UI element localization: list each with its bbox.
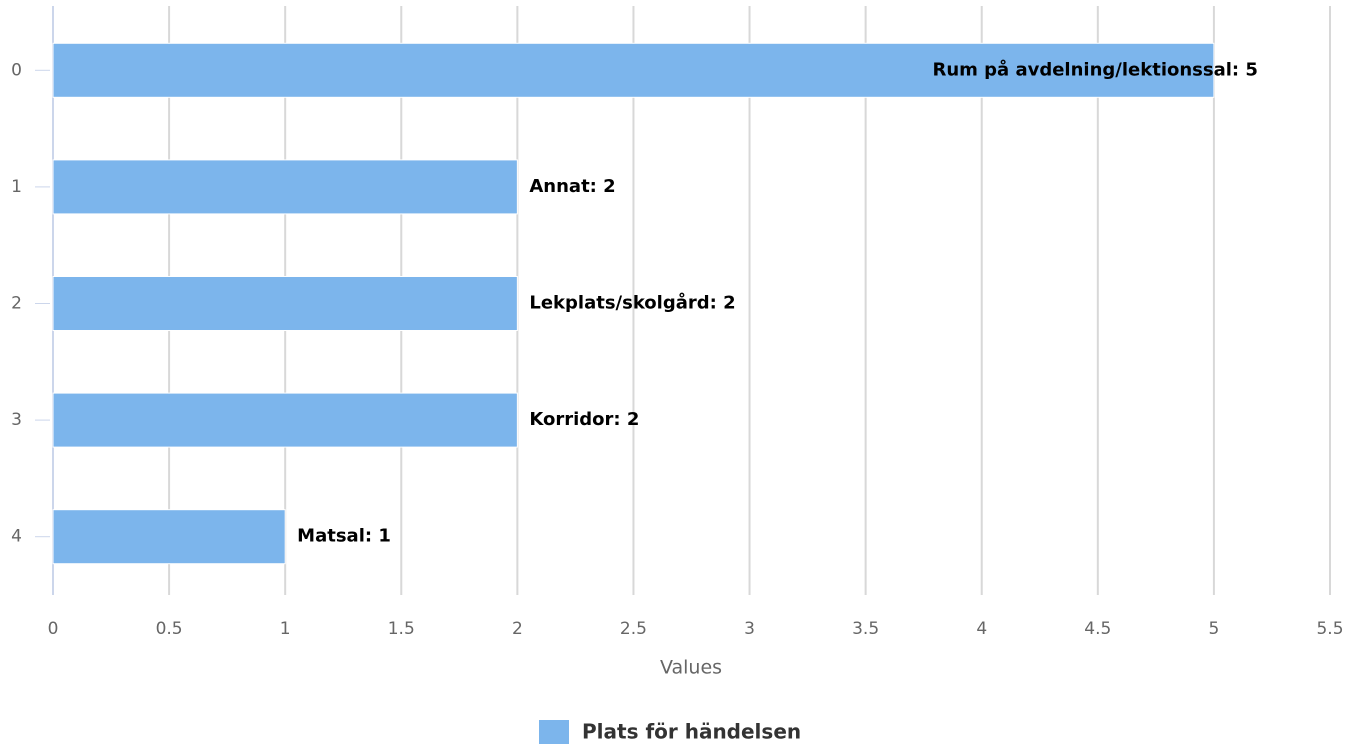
x-tick-label: 1 — [280, 619, 291, 639]
legend-swatch — [539, 720, 569, 744]
legend-label: Plats för händelsen — [582, 720, 801, 744]
x-tick-label: 4 — [976, 619, 987, 639]
y-tick-label: 4 — [11, 527, 22, 547]
x-axis-title: Values — [660, 657, 722, 679]
bar — [52, 159, 518, 215]
x-tick-label: 3 — [744, 619, 755, 639]
x-tick-label: 1.5 — [388, 619, 415, 639]
data-label: Annat: 2 — [529, 176, 615, 197]
bar — [52, 392, 518, 448]
x-tick-label: 0 — [48, 619, 59, 639]
bar — [52, 509, 286, 565]
data-label: Rum på avdelning/lektionssal: 5 — [932, 58, 1257, 80]
data-label: Matsal: 1 — [297, 526, 391, 547]
x-tick-label: 2.5 — [620, 619, 647, 639]
data-label: Korridor: 2 — [529, 409, 639, 430]
x-tick-label: 4.5 — [1084, 619, 1111, 639]
x-tick-label: 5 — [1208, 619, 1219, 639]
bar — [52, 42, 1215, 98]
data-label: Lekplats/skolgård: 2 — [529, 292, 735, 314]
x-tick-label: 2 — [512, 619, 523, 639]
bar — [52, 276, 518, 331]
x-tick-label: 3.5 — [852, 619, 879, 639]
y-tick-label: 0 — [11, 60, 22, 80]
y-tick-label: 3 — [11, 410, 22, 430]
x-tick-label: 5.5 — [1316, 619, 1343, 639]
x-tick-label: 0.5 — [156, 619, 183, 639]
y-tick-label: 1 — [11, 177, 22, 197]
y-tick-label: 2 — [11, 294, 22, 314]
